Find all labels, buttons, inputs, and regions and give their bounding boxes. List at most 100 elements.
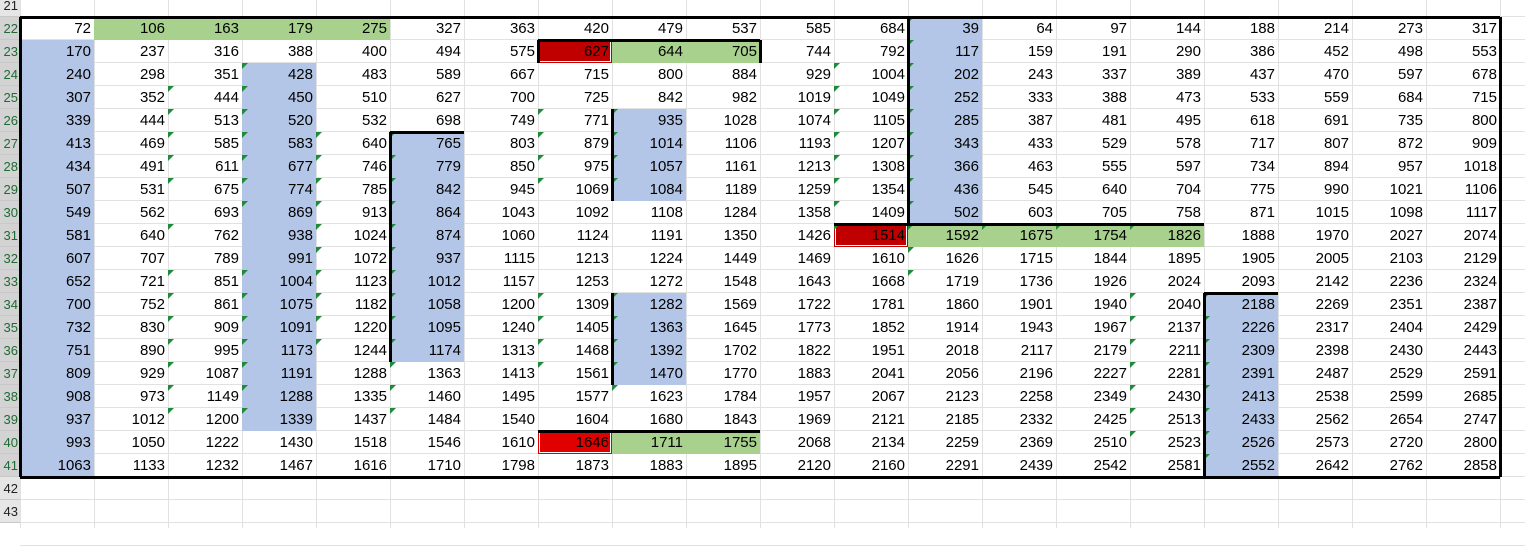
table-cell[interactable]: 413 xyxy=(20,132,94,155)
table-cell[interactable]: 2538 xyxy=(1315,388,1349,405)
table-cell[interactable]: 529 xyxy=(1101,135,1127,152)
table-cell[interactable]: 275 xyxy=(316,17,390,40)
table-cell[interactable]: 1106 xyxy=(724,135,757,152)
table-cell[interactable]: 1711 xyxy=(612,431,686,454)
table-cell[interactable]: 317 xyxy=(1471,20,1497,37)
table-cell[interactable]: 1075 xyxy=(242,293,316,316)
table-cell[interactable]: 2552 xyxy=(1204,454,1278,477)
table-cell[interactable]: 1951 xyxy=(871,342,905,359)
row-header[interactable]: 25 xyxy=(0,86,20,109)
table-cell[interactable]: 1844 xyxy=(1093,250,1127,267)
table-cell[interactable]: 800 xyxy=(657,66,683,83)
table-cell[interactable]: 2226 xyxy=(1204,316,1278,339)
table-cell[interactable]: 945 xyxy=(509,181,535,198)
table-cell[interactable]: 995 xyxy=(168,339,242,362)
table-cell[interactable]: 389 xyxy=(1175,66,1201,83)
table-cell[interactable]: 1309 xyxy=(538,293,612,316)
table-cell[interactable]: 2211 xyxy=(1130,339,1204,362)
table-cell[interactable]: 607 xyxy=(20,247,94,270)
table-cell[interactable]: 252 xyxy=(908,86,982,109)
table-cell[interactable]: 1822 xyxy=(797,342,831,359)
table-cell[interactable]: 725 xyxy=(583,89,609,106)
table-cell[interactable]: 751 xyxy=(20,339,94,362)
table-cell[interactable]: 1043 xyxy=(501,204,535,221)
table-cell[interactable]: 1798 xyxy=(501,457,535,474)
table-cell[interactable]: 721 xyxy=(139,273,165,290)
table-cell[interactable]: 531 xyxy=(139,181,165,198)
table-cell[interactable]: 2041 xyxy=(871,365,905,382)
table-cell[interactable]: 2317 xyxy=(1315,319,1349,336)
table-cell[interactable]: 800 xyxy=(1471,112,1497,129)
table-cell[interactable]: 1240 xyxy=(501,319,535,336)
row-header[interactable]: 43 xyxy=(0,500,20,523)
table-cell[interactable]: 938 xyxy=(242,224,316,247)
table-cell[interactable]: 779 xyxy=(390,155,464,178)
table-cell[interactable]: 1063 xyxy=(20,454,94,477)
table-cell[interactable]: 2121 xyxy=(871,411,905,428)
table-cell[interactable]: 366 xyxy=(908,155,982,178)
table-cell[interactable]: 1736 xyxy=(1019,273,1053,290)
table-cell[interactable]: 290 xyxy=(1175,43,1201,60)
table-cell[interactable]: 1970 xyxy=(1315,227,1349,244)
table-cell[interactable]: 861 xyxy=(168,293,242,316)
table-cell[interactable]: 597 xyxy=(1397,66,1423,83)
table-cell[interactable]: 975 xyxy=(538,155,612,178)
table-cell[interactable]: 603 xyxy=(1027,204,1053,221)
table-cell[interactable]: 191 xyxy=(1101,43,1127,60)
table-cell[interactable]: 908 xyxy=(20,385,94,408)
table-cell[interactable]: 1018 xyxy=(1463,158,1497,175)
table-cell[interactable]: 752 xyxy=(139,296,165,313)
table-cell[interactable]: 1015 xyxy=(1315,204,1349,221)
table-cell[interactable]: 1646 xyxy=(538,431,612,454)
table-cell[interactable]: 273 xyxy=(1397,20,1423,37)
table-cell[interactable]: 1200 xyxy=(168,408,242,431)
table-cell[interactable]: 1616 xyxy=(353,457,387,474)
table-cell[interactable]: 1715 xyxy=(1019,250,1053,267)
table-cell[interactable]: 144 xyxy=(1175,20,1201,37)
table-cell[interactable]: 2018 xyxy=(945,342,979,359)
table-cell[interactable]: 1098 xyxy=(1389,204,1423,221)
table-cell[interactable]: 1308 xyxy=(834,155,908,178)
table-cell[interactable]: 1719 xyxy=(908,270,982,293)
table-cell[interactable]: 1253 xyxy=(575,273,609,290)
table-cell[interactable]: 652 xyxy=(20,270,94,293)
table-cell[interactable]: 691 xyxy=(1323,112,1349,129)
table-cell[interactable]: 2685 xyxy=(1463,388,1497,405)
row-header[interactable]: 39 xyxy=(0,408,20,431)
table-cell[interactable]: 452 xyxy=(1323,43,1349,60)
table-cell[interactable]: 1232 xyxy=(205,457,239,474)
table-cell[interactable]: 1288 xyxy=(242,385,316,408)
table-cell[interactable]: 2858 xyxy=(1463,457,1497,474)
table-cell[interactable]: 1115 xyxy=(503,250,535,267)
table-cell[interactable]: 611 xyxy=(168,155,242,178)
table-cell[interactable]: 1072 xyxy=(316,247,390,270)
table-cell[interactable]: 2526 xyxy=(1204,431,1278,454)
table-cell[interactable]: 597 xyxy=(1175,158,1201,175)
table-cell[interactable]: 1272 xyxy=(649,273,683,290)
table-cell[interactable]: 909 xyxy=(1471,135,1497,152)
table-cell[interactable]: 1610 xyxy=(871,250,905,267)
table-cell[interactable]: 851 xyxy=(168,270,242,293)
table-cell[interactable]: 72 xyxy=(74,20,91,37)
table-cell[interactable]: 705 xyxy=(1101,204,1127,221)
table-cell[interactable]: 2581 xyxy=(1167,457,1201,474)
table-cell[interactable]: 1969 xyxy=(797,411,831,428)
table-cell[interactable]: 684 xyxy=(1397,89,1423,106)
table-cell[interactable]: 1770 xyxy=(723,365,757,382)
table-cell[interactable]: 502 xyxy=(908,201,982,224)
table-cell[interactable]: 2134 xyxy=(871,434,905,451)
table-cell[interactable]: 339 xyxy=(20,109,94,132)
table-cell[interactable]: 700 xyxy=(20,293,94,316)
table-cell[interactable]: 1213 xyxy=(797,158,831,175)
table-cell[interactable]: 618 xyxy=(1249,112,1275,129)
table-cell[interactable]: 700 xyxy=(509,89,535,106)
table-cell[interactable]: 2120 xyxy=(797,457,831,474)
table-cell[interactable]: 420 xyxy=(583,20,609,37)
table-cell[interactable]: 1680 xyxy=(649,411,683,428)
table-cell[interactable]: 2188 xyxy=(1204,293,1278,316)
table-cell[interactable]: 1409 xyxy=(834,201,908,224)
table-cell[interactable]: 937 xyxy=(20,408,94,431)
table-cell[interactable]: 240 xyxy=(20,63,94,86)
table-cell[interactable]: 1710 xyxy=(427,457,461,474)
table-cell[interactable]: 2027 xyxy=(1389,227,1423,244)
